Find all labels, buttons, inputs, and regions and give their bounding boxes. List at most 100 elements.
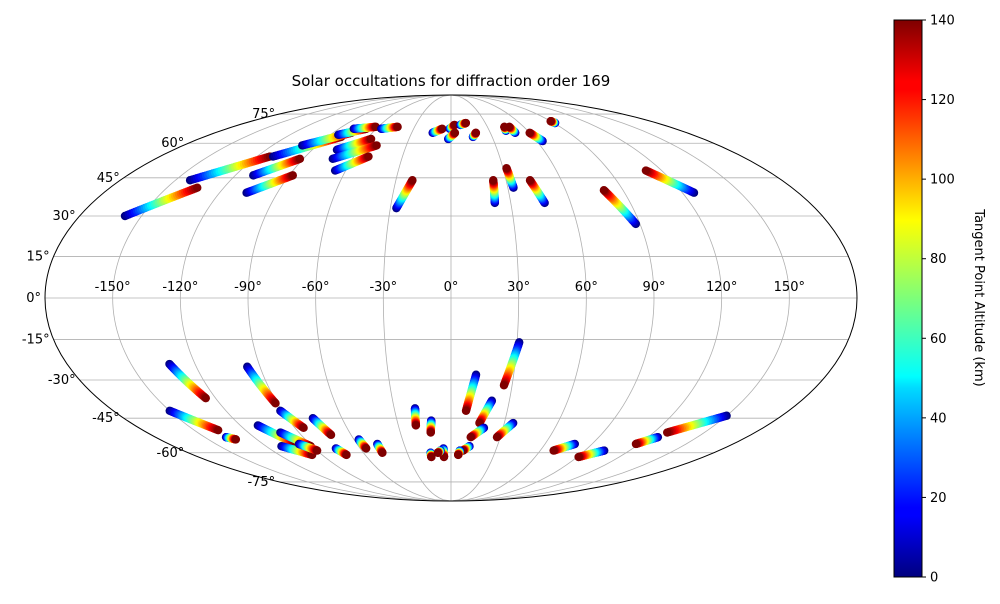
occultation-track — [475, 396, 497, 428]
occultation-track — [165, 359, 210, 403]
colorbar-tick-label: 120 — [930, 93, 955, 108]
colorbar-ticks: 0 20 40 60 80 100 120 140 — [922, 14, 955, 586]
occultation-track — [221, 432, 241, 444]
track-point — [549, 446, 558, 455]
occultation-track — [428, 124, 447, 137]
lat-tick-label: 60° — [161, 136, 184, 151]
occultation-track — [426, 416, 436, 437]
latitude-tick-labels: -75° -60° -45° -30° -15° 0° 15° 30° 45° 60° 75° — [22, 107, 275, 490]
occultation-track — [373, 439, 387, 457]
occultation-track — [444, 128, 460, 144]
occultation-track — [445, 120, 459, 133]
lon-tick-label: 60° — [575, 280, 598, 295]
colorbar-tick-label: 0 — [930, 571, 938, 586]
track-point — [408, 176, 417, 185]
track-point — [364, 152, 373, 161]
colorbar-tick-label: 20 — [930, 491, 947, 506]
lon-tick-label: 30° — [507, 280, 530, 295]
track-point — [426, 428, 435, 437]
track-point — [574, 452, 583, 462]
track-point — [461, 118, 471, 128]
track-point — [372, 141, 381, 150]
occultation-track — [453, 446, 465, 460]
track-point — [525, 176, 535, 185]
occultation-track — [249, 154, 305, 180]
occultation-track — [499, 338, 524, 390]
track-point — [450, 128, 460, 137]
lon-tick-label: 120° — [706, 280, 737, 295]
occultation-track — [243, 362, 280, 408]
occultation-track — [354, 435, 371, 453]
occultation-track — [489, 176, 500, 208]
lat-tick-label: 30° — [53, 209, 76, 224]
occultation-track — [332, 134, 376, 154]
occultation-track — [599, 186, 641, 229]
occultation-track — [546, 116, 560, 128]
track-point — [342, 450, 351, 460]
colorbar-tick-label: 40 — [930, 411, 947, 426]
lon-tick-label: -150° — [95, 280, 131, 295]
track-point — [505, 122, 514, 132]
occultation-track — [502, 163, 518, 192]
occultation-track — [410, 404, 421, 430]
lat-tick-label: 15° — [27, 249, 50, 264]
lon-tick-label: -120° — [162, 280, 198, 295]
track-point — [492, 432, 502, 442]
track-point — [271, 399, 280, 408]
track-point — [599, 186, 609, 195]
lat-tick-label: 45° — [97, 171, 120, 186]
track-point — [312, 446, 322, 455]
occultation-track — [505, 122, 520, 137]
track-point — [295, 154, 305, 164]
occultation-track — [549, 439, 580, 455]
track-point — [288, 171, 298, 180]
lon-tick-label: -90° — [234, 280, 262, 295]
occultation-track — [330, 152, 373, 175]
longitude-tick-labels: -150° -120° -90° -60° -30° 0° 30° 60° 90° 120° 150… — [95, 280, 805, 295]
lon-tick-label: -30° — [369, 280, 397, 295]
occultation-track — [461, 370, 481, 415]
track-point — [427, 452, 436, 462]
track-point — [393, 122, 402, 132]
occultation-track — [328, 141, 381, 164]
colorbar-tick-label: 100 — [930, 173, 955, 188]
colorbar-tick-label: 80 — [930, 252, 947, 267]
occultation-track — [456, 118, 471, 130]
occultation-track — [294, 439, 322, 455]
track-point — [433, 448, 443, 457]
lon-tick-label: 150° — [774, 280, 805, 295]
track-point — [641, 166, 651, 175]
occultation-track — [663, 411, 731, 437]
occultation-track — [426, 448, 436, 462]
occultation-track — [574, 446, 609, 462]
colorbar-tick-label: 140 — [930, 14, 955, 29]
occultation-tracks — [120, 116, 731, 462]
occultation-track — [525, 128, 547, 146]
occultation-track — [242, 171, 298, 197]
colorbar-gradient — [893, 19, 923, 578]
track-point — [438, 124, 447, 133]
lat-tick-label: 75° — [252, 107, 275, 122]
occultation-track — [120, 183, 202, 221]
track-point — [489, 176, 498, 185]
lon-tick-label: 90° — [642, 280, 665, 295]
track-point — [378, 448, 387, 457]
track-point — [213, 425, 223, 435]
occultation-track — [331, 444, 351, 460]
occultation-track — [631, 432, 663, 449]
colorbar: 0 20 40 60 80 100 120 140 Tangent Point Altitud… — [893, 14, 986, 586]
lat-tick-label: -75° — [247, 475, 275, 490]
occultation-track — [433, 446, 445, 457]
track-point — [411, 421, 421, 430]
occultation-track — [377, 122, 402, 133]
track-point — [450, 120, 459, 130]
lat-tick-label: -60° — [157, 446, 185, 461]
occultation-track — [468, 128, 481, 142]
track-point — [502, 163, 511, 173]
track-point — [525, 128, 534, 137]
occultation-track — [492, 418, 518, 442]
occultation-track — [165, 406, 223, 435]
track-point — [231, 435, 241, 444]
